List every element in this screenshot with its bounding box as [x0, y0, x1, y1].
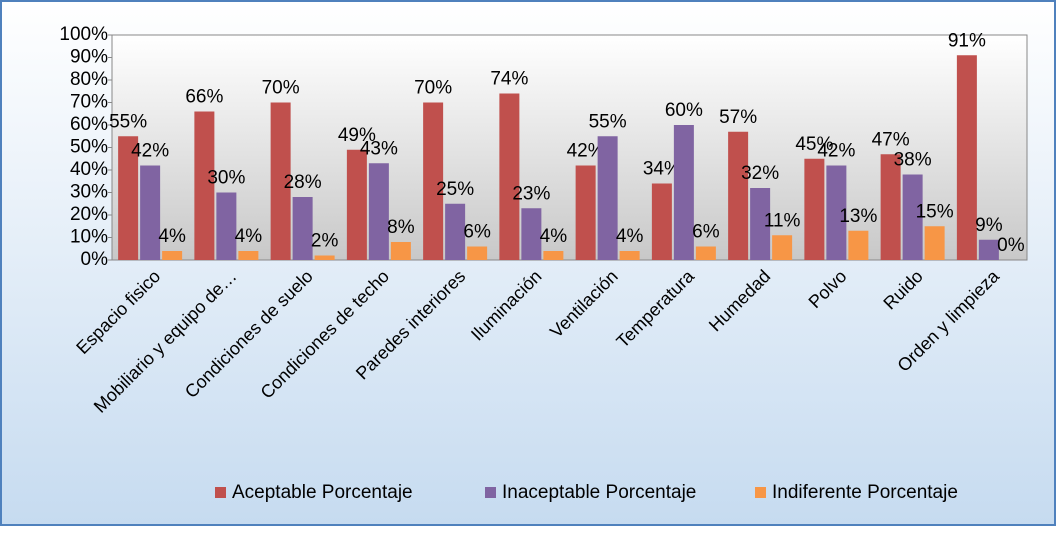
bar — [575, 165, 596, 260]
data-label: 28% — [284, 172, 322, 193]
data-label: 30% — [207, 168, 245, 189]
bar — [597, 136, 618, 260]
bar — [216, 192, 237, 260]
data-label: 9% — [975, 215, 1003, 236]
bar — [238, 251, 259, 260]
bar — [651, 183, 672, 260]
bar — [445, 203, 466, 260]
data-label: 57% — [719, 107, 757, 128]
bar — [848, 230, 869, 260]
y-tick-label: 70% — [70, 92, 108, 113]
bar — [673, 125, 694, 260]
bar — [750, 188, 771, 260]
data-label: 0% — [997, 235, 1025, 256]
y-tick-label: 0% — [81, 249, 109, 270]
legend-label: Aceptable Porcentaje — [232, 482, 413, 503]
legend-swatch — [485, 487, 496, 498]
data-label: 4% — [158, 226, 186, 247]
bar — [390, 242, 411, 260]
data-label: 6% — [463, 222, 491, 243]
bar — [956, 55, 977, 260]
data-label: 32% — [741, 163, 779, 184]
bar — [346, 149, 367, 260]
y-tick-label: 90% — [70, 47, 108, 68]
data-label: 55% — [589, 111, 627, 132]
y-tick-label: 40% — [70, 159, 108, 180]
bar — [118, 136, 139, 260]
data-label: 42% — [131, 141, 169, 162]
bar — [728, 131, 749, 260]
y-tick-label: 60% — [70, 114, 108, 135]
plot-area — [111, 34, 1028, 261]
bar — [368, 163, 389, 260]
y-tick-label: 10% — [70, 227, 108, 248]
bar — [772, 235, 793, 260]
data-label: 45% — [795, 134, 833, 155]
bar — [270, 102, 291, 260]
y-tick-label: 50% — [70, 137, 108, 158]
bar — [292, 197, 313, 260]
data-label: 6% — [692, 222, 720, 243]
bar — [423, 102, 444, 260]
data-label: 91% — [948, 30, 986, 51]
legend-label: Indiferente Porcentaje — [772, 482, 958, 503]
data-label: 34% — [643, 159, 681, 180]
data-label: 23% — [512, 183, 550, 204]
legend-swatch — [755, 487, 766, 498]
data-label: 49% — [338, 125, 376, 146]
bar — [521, 208, 542, 260]
bar — [314, 255, 335, 260]
legend-label: Inaceptable Porcentaje — [502, 482, 696, 503]
data-label: 4% — [616, 226, 644, 247]
bar — [826, 165, 847, 260]
bar — [978, 239, 999, 260]
data-label: 74% — [490, 69, 528, 90]
data-label: 8% — [387, 217, 415, 238]
data-label: 15% — [916, 201, 954, 222]
y-tick-label: 80% — [70, 69, 108, 90]
bar — [499, 93, 520, 260]
data-label: 70% — [262, 78, 300, 99]
data-label: 70% — [414, 78, 452, 99]
data-label: 55% — [109, 111, 147, 132]
data-label: 43% — [360, 138, 398, 159]
data-label: 4% — [235, 226, 263, 247]
y-tick-label: 30% — [70, 182, 108, 203]
bar — [619, 251, 640, 260]
bar — [924, 226, 945, 260]
bar — [194, 111, 215, 260]
bar — [543, 251, 564, 260]
y-tick-label: 100% — [59, 24, 108, 45]
data-label: 2% — [311, 231, 339, 252]
data-label: 47% — [872, 129, 910, 150]
bar — [902, 174, 923, 260]
data-label: 66% — [185, 87, 223, 108]
y-tick-label: 20% — [70, 204, 108, 225]
data-label: 25% — [436, 179, 474, 200]
data-label: 42% — [817, 141, 855, 162]
bar — [804, 158, 825, 260]
data-label: 42% — [567, 141, 605, 162]
data-label: 38% — [894, 150, 932, 171]
bar — [880, 154, 901, 260]
data-label: 4% — [540, 226, 568, 247]
data-label: 13% — [839, 206, 877, 227]
legend-swatch — [215, 487, 226, 498]
bar — [467, 246, 488, 260]
data-label: 60% — [665, 100, 703, 121]
bar — [695, 246, 716, 260]
data-label: 11% — [764, 210, 801, 231]
bar — [140, 165, 161, 260]
bar — [162, 251, 183, 260]
